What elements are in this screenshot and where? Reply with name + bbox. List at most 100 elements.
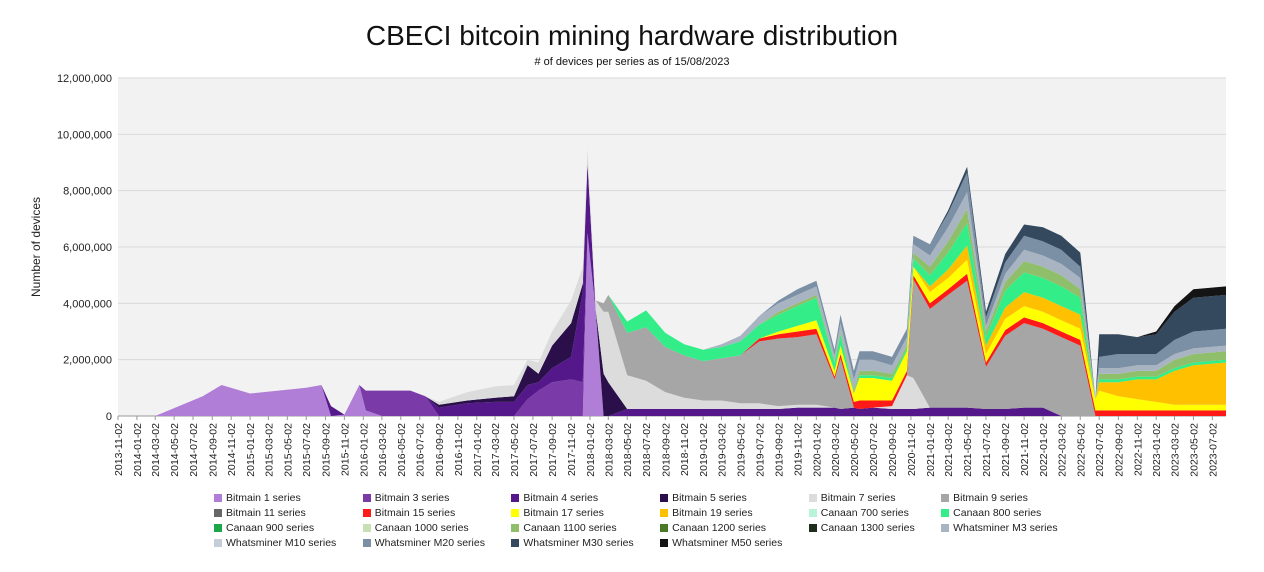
x-tick-label: 2015-11-02: [339, 423, 351, 476]
legend-swatch: [214, 524, 222, 532]
y-tick-label: 4,000,000: [63, 298, 112, 310]
x-tick-label: 2016-03-02: [377, 423, 389, 477]
x-tick-label: 2015-09-02: [320, 423, 332, 477]
x-tick-label: 2022-11-02: [1132, 423, 1144, 476]
x-tick-label: 2021-11-02: [1019, 423, 1031, 476]
x-tick-label: 2015-05-02: [282, 423, 294, 477]
legend-label: Bitmain 11 series: [226, 507, 306, 519]
series-area-bitmain-1-series: [118, 232, 1226, 416]
x-tick-label: 2022-05-02: [1075, 423, 1087, 477]
x-tick-label: 2021-01-02: [925, 423, 937, 477]
legend-item: Canaan 1300 series: [808, 522, 931, 534]
legend-item: Bitmain 4 series: [511, 492, 650, 504]
y-tick-label: 2,000,000: [63, 355, 112, 367]
x-tick-label: 2023-03-02: [1170, 423, 1182, 477]
x-tick-label: 2023-07-02: [1207, 423, 1219, 477]
x-tick-label: 2022-01-02: [1038, 423, 1050, 477]
x-tick-label: 2016-09-02: [434, 423, 446, 477]
legend-swatch: [511, 539, 520, 547]
x-tick-label: 2021-09-02: [1000, 423, 1012, 477]
x-tick-label: 2015-03-02: [263, 423, 275, 477]
x-tick-label: 2018-11-02: [679, 423, 691, 476]
legend-swatch: [941, 524, 950, 532]
x-tick-label: 2019-05-02: [735, 423, 747, 477]
x-tick-label: 2014-07-02: [188, 423, 200, 477]
legend-item: Whatsminer M50 series: [660, 537, 799, 549]
x-tick-label: 2020-07-02: [868, 423, 880, 477]
legend-item: Canaan 1100 series: [511, 522, 650, 534]
x-tick-label: 2018-07-02: [641, 423, 653, 477]
x-tick-label: 2021-03-02: [943, 423, 955, 477]
legend-label: Whatsminer M3 series: [953, 522, 1058, 534]
legend-swatch: [214, 509, 222, 517]
x-tick-label: 2017-11-02: [566, 423, 578, 476]
legend-label: Whatsminer M20 series: [374, 537, 485, 549]
series-area-bitmain-9-series: [118, 148, 1226, 416]
legend-item: Whatsminer M3 series: [941, 522, 1074, 534]
legend-item: Canaan 800 series: [941, 507, 1074, 519]
y-tick-label: 12,000,000: [57, 73, 112, 85]
legend-swatch: [511, 494, 520, 502]
chart-subtitle: # of devices per series as of 15/08/2023: [534, 56, 730, 68]
x-tick-label: 2020-11-02: [906, 423, 918, 476]
x-tick-label: 2014-03-02: [150, 423, 162, 477]
legend-label: Canaan 1200 series: [672, 522, 767, 534]
legend-swatch: [362, 524, 371, 532]
x-tick-label: 2014-05-02: [169, 423, 181, 477]
x-tick-label: 2017-01-02: [472, 423, 484, 477]
legend-swatch: [808, 494, 817, 502]
legend-label: Bitmain 17 series: [523, 507, 604, 519]
legend-item: Bitmain 9 series: [941, 492, 1074, 504]
legend-swatch: [660, 494, 669, 502]
y-axis-ticks: 0 2,000,000 4,000,000 6,000,000 8,000,000 10,…: [57, 73, 112, 423]
x-tick-label: 2021-05-02: [962, 423, 974, 477]
x-tick-label: 2015-01-02: [245, 423, 257, 477]
legend-item: Whatsminer M20 series: [362, 537, 502, 549]
y-axis-label: Number of devices: [29, 197, 43, 297]
chart-area: 0 2,000,000 4,000,000 6,000,000 8,000,000 10,…: [29, 73, 1226, 477]
x-tick-label: 2015-07-02: [301, 423, 313, 477]
legend-label: Canaan 900 series: [226, 522, 315, 534]
series-area-bitmain-19-series: [118, 148, 1226, 416]
x-tick-label: 2019-03-02: [716, 423, 728, 477]
x-tick-label: 2018-09-02: [660, 423, 672, 477]
x-tick-label: 2020-05-02: [849, 423, 861, 477]
x-tick-label: 2017-03-02: [490, 423, 502, 477]
x-tick-label: 2016-05-02: [396, 423, 408, 477]
series-area-whatsminer-m20-series: [118, 148, 1226, 416]
x-tick-label: 2018-01-02: [585, 423, 597, 477]
series-area-whatsminer-m3-series: [118, 148, 1226, 416]
legend-label: Whatsminer M30 series: [523, 537, 634, 549]
legend-item: Canaan 1000 series: [362, 522, 502, 534]
y-tick-label: 8,000,000: [63, 186, 112, 198]
x-tick-label: 2017-09-02: [547, 423, 559, 477]
legend-label: Bitmain 7 series: [820, 492, 896, 504]
x-tick-label: 2014-01-02: [132, 423, 144, 477]
legend-item: Bitmain 5 series: [660, 492, 799, 504]
x-tick-label: 2016-11-02: [453, 423, 465, 476]
legend-label: Bitmain 9 series: [953, 492, 1028, 504]
legend-item: Canaan 700 series: [808, 507, 931, 519]
legend-item: Bitmain 7 series: [808, 492, 931, 504]
legend-item: Canaan 1200 series: [660, 522, 799, 534]
legend: Bitmain 1 series Bitmain 3 series Bitmain …: [214, 492, 1074, 549]
legend-label: Canaan 1100 series: [523, 522, 617, 534]
legend-item: Bitmain 3 series: [362, 492, 502, 504]
legend-label: Whatsminer M50 series: [672, 537, 783, 549]
series-areas: [118, 148, 1226, 416]
x-tick-label: 2019-07-02: [754, 423, 766, 477]
legend-swatch: [362, 509, 371, 517]
x-tick-label: 2013-11-02: [113, 423, 125, 476]
x-tick-label: 2020-01-02: [811, 423, 823, 477]
legend-item: Bitmain 19 series: [660, 507, 799, 519]
x-tick-label: 2014-11-02: [226, 423, 238, 476]
legend-item: Bitmain 15 series: [362, 507, 502, 519]
x-tick-label: 2022-07-02: [1094, 423, 1106, 477]
x-tick-label: 2016-01-02: [358, 423, 370, 477]
legend-label: Whatsminer M10 series: [226, 537, 337, 549]
legend-label: Bitmain 4 series: [523, 492, 599, 504]
y-tick-label: 6,000,000: [63, 242, 112, 254]
legend-swatch: [214, 539, 222, 547]
legend-swatch: [941, 509, 950, 517]
legend-label: Bitmain 19 series: [672, 507, 753, 519]
